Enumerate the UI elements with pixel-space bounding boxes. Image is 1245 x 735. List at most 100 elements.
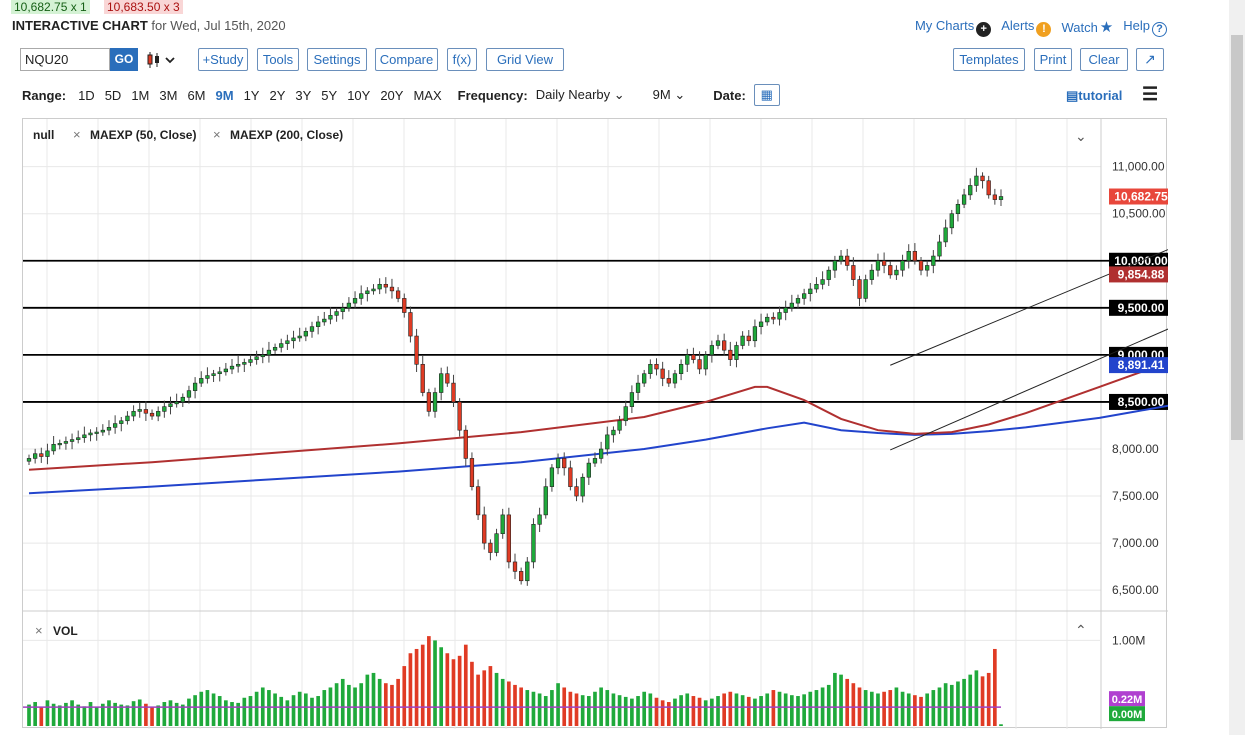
range-option-10y[interactable]: 10Y xyxy=(347,87,371,103)
candle xyxy=(869,269,874,280)
range-bar: Range: 1D 5D 1M 3M 6M 9M 1Y 2Y 3Y 5Y 10Y 20Y MAX Fre… xyxy=(22,84,780,106)
templates-button[interactable]: Templates xyxy=(953,48,1025,71)
help-link[interactable]: Help? xyxy=(1123,18,1167,37)
help-label: Help xyxy=(1123,18,1150,33)
candle xyxy=(611,429,616,436)
symbol-input[interactable]: NQU20 xyxy=(20,48,110,71)
candle xyxy=(137,409,142,412)
volume-bar xyxy=(76,704,81,726)
volume-bar xyxy=(753,698,757,726)
range-option-1y[interactable]: 1Y xyxy=(243,87,260,103)
clear-button[interactable]: Clear xyxy=(1080,48,1128,71)
candle xyxy=(377,283,382,290)
candle xyxy=(783,307,788,313)
candle xyxy=(820,279,825,285)
volume-bar xyxy=(956,681,960,726)
price-chart[interactable]: 6,500.00 7,000.00 7,500.00 8,000.00 10,500.0… xyxy=(23,119,1245,729)
fx-button[interactable]: f(x) xyxy=(447,48,477,71)
candle xyxy=(149,412,155,417)
period-dropdown[interactable]: 9M ⌄ xyxy=(653,87,686,103)
volume-bar xyxy=(617,695,622,726)
volume-bar xyxy=(156,705,161,726)
grid-view-button[interactable]: Grid View xyxy=(486,48,564,71)
volume-bar xyxy=(962,678,966,726)
candle xyxy=(402,298,407,313)
alerts-link[interactable]: Alerts! xyxy=(1001,18,1052,37)
chart-type-dropdown[interactable] xyxy=(146,50,180,70)
candle xyxy=(414,335,419,365)
scrollbar[interactable] xyxy=(1229,0,1245,735)
volume-bar xyxy=(740,695,745,726)
date-picker-button[interactable]: ▦ xyxy=(753,84,780,106)
volume-bar xyxy=(254,691,259,726)
ma200-line xyxy=(28,389,1245,495)
candle xyxy=(334,311,339,316)
range-option-1m[interactable]: 1M xyxy=(131,87,150,103)
range-option-9m[interactable]: 9M xyxy=(215,87,234,103)
watch-link[interactable]: Watch ★ xyxy=(1061,18,1113,37)
candle xyxy=(229,365,235,370)
volume-bar xyxy=(968,674,973,726)
volume-bar xyxy=(316,696,320,726)
tutorial-link[interactable]: ▤tutorial xyxy=(1066,88,1122,104)
candle xyxy=(863,279,868,299)
frequency-value: Daily Nearby xyxy=(535,87,611,102)
volume-bar xyxy=(39,707,44,726)
volume-bar xyxy=(716,696,720,726)
range-option-20y[interactable]: 20Y xyxy=(380,87,404,103)
menu-icon[interactable]: ☰ xyxy=(1142,84,1159,104)
frequency-dropdown[interactable]: Daily Nearby ⌄ xyxy=(536,87,625,103)
close-icon: × xyxy=(73,127,81,142)
go-button[interactable]: GO xyxy=(110,48,138,71)
range-option-3m[interactable]: 3M xyxy=(159,87,178,103)
range-option-2y[interactable]: 2Y xyxy=(269,87,286,103)
candle xyxy=(57,443,62,446)
volume-bar xyxy=(648,693,653,726)
volume-bar xyxy=(746,696,751,726)
study-button[interactable]: +Study xyxy=(198,48,248,71)
volume-bar xyxy=(445,653,450,726)
candle xyxy=(912,251,918,262)
my-charts-link[interactable]: My Charts + xyxy=(915,18,992,37)
tools-button[interactable]: Tools xyxy=(257,48,299,71)
print-button[interactable]: Print xyxy=(1034,48,1072,71)
volume-bar xyxy=(845,678,850,726)
candle xyxy=(408,312,413,337)
volume-bar xyxy=(888,690,893,726)
volume-bar xyxy=(833,672,837,726)
volume-bar xyxy=(451,659,456,726)
candle xyxy=(217,371,222,375)
candle xyxy=(272,347,278,351)
candle xyxy=(580,476,585,497)
candle xyxy=(678,363,684,375)
price-level-badge xyxy=(1109,393,1173,410)
candle xyxy=(845,255,850,266)
close-icon: × xyxy=(35,623,43,638)
candle xyxy=(94,431,99,434)
range-option-5y[interactable]: 5Y xyxy=(321,87,338,103)
range-option-1d[interactable]: 1D xyxy=(78,87,95,103)
expand-button[interactable]: ↗ xyxy=(1136,48,1164,71)
range-option-3y[interactable]: 3Y xyxy=(295,87,312,103)
scrollbar-thumb[interactable] xyxy=(1231,35,1243,440)
volume-bar xyxy=(217,696,222,726)
chevron-down-icon: ⌄ xyxy=(1075,128,1087,144)
settings-button[interactable]: Settings xyxy=(307,48,367,71)
compare-button[interactable]: Compare xyxy=(375,48,438,71)
volume-bar xyxy=(593,691,597,726)
bid-quote: 10,682.75 x 1 xyxy=(11,0,90,14)
range-option-5d[interactable]: 5D xyxy=(104,87,122,103)
volume-bar xyxy=(722,693,726,726)
range-option-max[interactable]: MAX xyxy=(413,87,442,103)
volume-bar xyxy=(783,693,788,726)
candle xyxy=(888,265,893,276)
range-option-6m[interactable]: 6M xyxy=(187,87,206,103)
candle xyxy=(186,390,192,398)
volume-bar xyxy=(605,690,610,726)
candle xyxy=(26,458,32,462)
candle xyxy=(617,420,622,431)
volume-bar xyxy=(107,700,111,726)
chart-container: 6,500.00 7,000.00 7,500.00 8,000.00 10,500.0… xyxy=(22,118,1245,729)
range-label: Range: xyxy=(22,87,67,103)
candle xyxy=(851,265,856,280)
